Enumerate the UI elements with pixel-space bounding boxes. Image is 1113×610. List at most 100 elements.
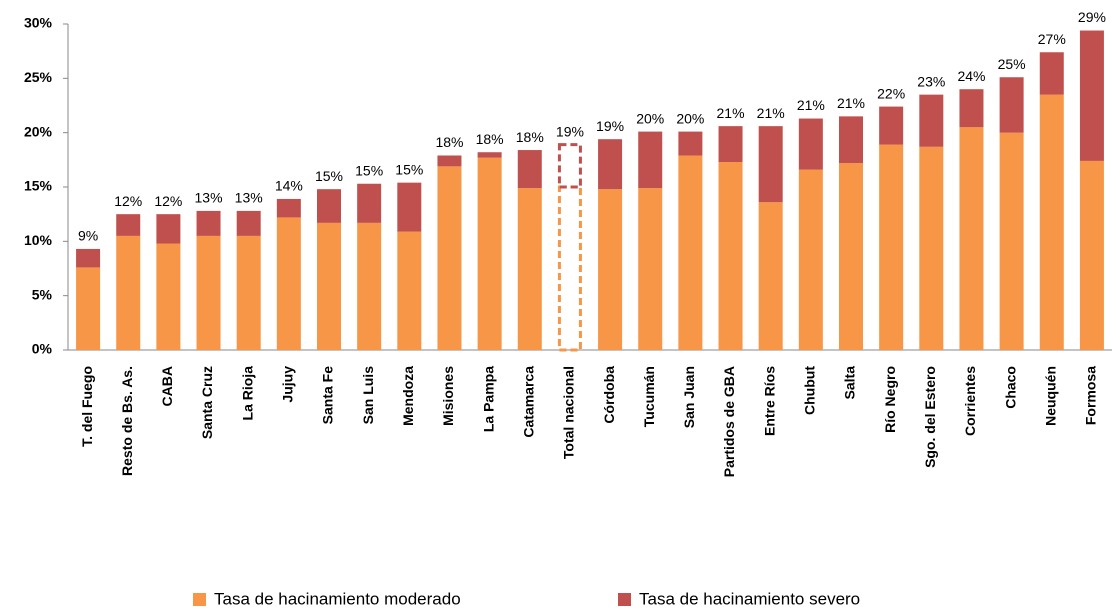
legend-label: Tasa de hacinamiento moderado [214, 589, 461, 608]
x-tick-label: San Luis [360, 366, 376, 425]
bar-segment [196, 235, 221, 350]
total-label: 27% [1038, 31, 1066, 47]
x-tick-label: Neuquén [1042, 366, 1058, 426]
total-label: 20% [676, 110, 704, 126]
bar-segment [919, 146, 944, 350]
bar-segment [276, 217, 301, 350]
total-label: 13% [235, 190, 263, 206]
y-tick-label: 30% [24, 15, 53, 31]
legend-swatch [618, 593, 631, 606]
total-label: 12% [154, 193, 182, 209]
x-tick-label: Santa Cruz [199, 366, 215, 439]
bar-segment [397, 182, 422, 232]
x-tick-label: Entre Ríos [761, 366, 777, 436]
x-tick-label: Catamarca [520, 366, 536, 438]
total-label: 23% [917, 73, 945, 89]
legend-label: Tasa de hacinamiento severo [639, 589, 860, 608]
x-tick-label: Total nacional [561, 366, 577, 459]
bar-segment [959, 127, 984, 350]
bar-segment [638, 131, 663, 189]
legend-swatch [193, 593, 206, 606]
total-label: 19% [596, 118, 624, 134]
x-tick-label: Formosa [1083, 366, 1099, 425]
bar-segment [959, 89, 984, 128]
total-label: 21% [717, 105, 745, 121]
total-label: 21% [757, 105, 785, 121]
total-label: 15% [395, 161, 423, 177]
x-tick-label: Sgo. del Estero [922, 366, 938, 468]
bar-segment [236, 235, 261, 350]
bar-segment [76, 248, 101, 268]
total-label: 15% [315, 168, 343, 184]
bar-segment [1039, 94, 1064, 350]
x-tick-label: Chubut [802, 366, 818, 415]
x-tick-label: Mendoza [400, 366, 416, 426]
bar-segment [598, 189, 623, 350]
bar-segment [357, 183, 382, 223]
total-label: 21% [837, 95, 865, 111]
bar-segment [1079, 160, 1104, 350]
y-tick-label: 5% [32, 286, 53, 302]
x-tick-label: La Rioja [239, 366, 255, 421]
bar-segment [999, 77, 1024, 133]
total-label: 14% [275, 178, 303, 194]
total-label: 25% [998, 56, 1026, 72]
bar-segment [839, 116, 863, 164]
bar-segment [758, 126, 783, 203]
x-tick-label: Jujuy [280, 366, 296, 403]
bar-segment [116, 214, 141, 236]
highlight-bar-segment [557, 143, 582, 189]
bar-segment [598, 139, 623, 190]
bar-segment [437, 155, 462, 167]
x-tick-label: Chaco [1002, 366, 1018, 409]
total-label: 15% [355, 162, 383, 178]
x-tick-label: Partidos de GBA [721, 366, 737, 477]
highlight-bar-segment [557, 185, 582, 352]
x-tick-label: Tucumán [641, 366, 657, 427]
bar-segment [638, 188, 663, 350]
bar-segment [839, 163, 863, 350]
bar-segment [437, 166, 462, 350]
bar-segment [517, 188, 542, 350]
x-tick-label: T. del Fuego [79, 366, 95, 447]
bar-segment [758, 202, 783, 350]
bar-segment [798, 118, 823, 170]
total-label: 18% [435, 134, 463, 150]
y-tick-label: 10% [24, 232, 53, 248]
bar-segment [156, 214, 181, 244]
x-tick-label: San Juan [681, 366, 697, 428]
x-tick-label: Corrientes [962, 366, 978, 436]
y-tick-label: 25% [24, 69, 53, 85]
bar-segment [477, 152, 502, 158]
y-tick-label: 15% [24, 178, 53, 194]
x-tick-label: Resto de Bs. As. [119, 366, 135, 476]
bar-segment [999, 132, 1024, 350]
total-label: 18% [476, 131, 504, 147]
x-tick-label: CABA [159, 366, 175, 406]
bar-segment [317, 189, 341, 223]
bar-segment [116, 235, 141, 350]
bar-segment [798, 169, 823, 350]
bar-segment [196, 210, 221, 236]
total-label: 13% [195, 190, 223, 206]
bar-segment [718, 162, 743, 350]
bar-segment [678, 155, 703, 350]
bar-segment [919, 94, 944, 147]
x-tick-label: Córdoba [601, 366, 617, 424]
bar-segment [517, 150, 542, 189]
bar-segment [76, 267, 101, 350]
x-tick-label: La Pampa [480, 366, 496, 432]
x-tick-label: Santa Fe [320, 366, 336, 425]
bar-segment [276, 198, 301, 218]
bar-segment [678, 131, 703, 156]
x-tick-label: Misiones [440, 366, 456, 426]
bar-segment [317, 222, 341, 350]
total-label: 29% [1078, 9, 1106, 25]
total-label: 22% [877, 85, 905, 101]
bar-segment [397, 231, 422, 350]
x-tick-label: Salta [842, 366, 858, 400]
bar-segment [477, 157, 502, 350]
bar-segment [1079, 30, 1104, 161]
x-tick-label: Río Negro [882, 366, 898, 433]
